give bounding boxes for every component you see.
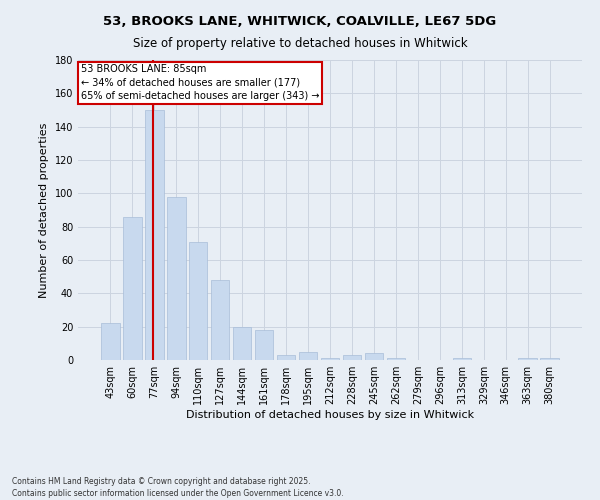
- Bar: [386, 358, 405, 360]
- Bar: [145, 110, 164, 360]
- Text: Contains HM Land Registry data © Crown copyright and database right 2025.
Contai: Contains HM Land Registry data © Crown c…: [12, 476, 344, 498]
- Bar: [233, 326, 251, 360]
- X-axis label: Distribution of detached houses by size in Whitwick: Distribution of detached houses by size …: [186, 410, 474, 420]
- Bar: [452, 358, 471, 360]
- Text: 53 BROOKS LANE: 85sqm
← 34% of detached houses are smaller (177)
65% of semi-det: 53 BROOKS LANE: 85sqm ← 34% of detached …: [80, 64, 319, 101]
- Bar: [123, 216, 142, 360]
- Bar: [101, 324, 119, 360]
- Bar: [255, 330, 274, 360]
- Bar: [541, 358, 559, 360]
- Bar: [167, 196, 185, 360]
- Text: Size of property relative to detached houses in Whitwick: Size of property relative to detached ho…: [133, 38, 467, 51]
- Y-axis label: Number of detached properties: Number of detached properties: [39, 122, 49, 298]
- Text: 53, BROOKS LANE, WHITWICK, COALVILLE, LE67 5DG: 53, BROOKS LANE, WHITWICK, COALVILLE, LE…: [103, 15, 497, 28]
- Bar: [365, 354, 383, 360]
- Bar: [277, 355, 295, 360]
- Bar: [211, 280, 229, 360]
- Bar: [320, 358, 340, 360]
- Bar: [518, 358, 537, 360]
- Bar: [299, 352, 317, 360]
- Bar: [343, 355, 361, 360]
- Bar: [189, 242, 208, 360]
